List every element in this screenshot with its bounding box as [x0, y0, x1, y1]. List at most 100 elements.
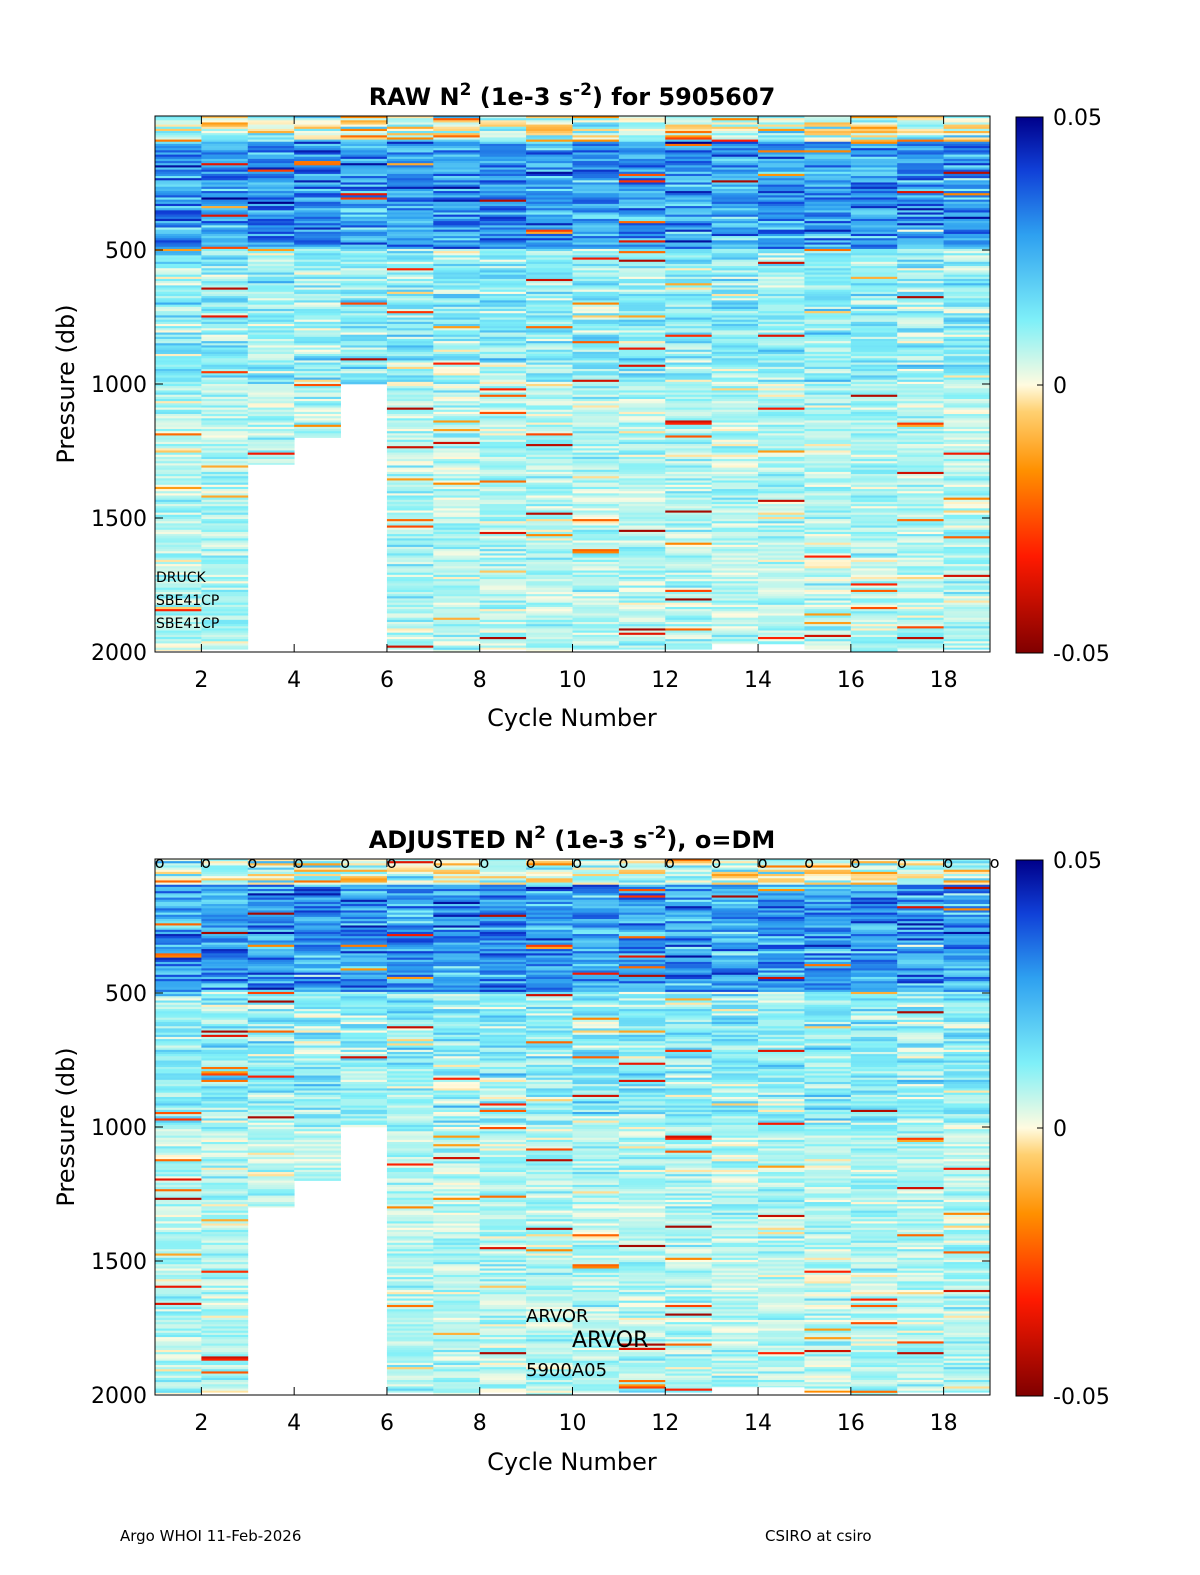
cycle-2-cell [201, 242, 249, 245]
cycle-4-cell [294, 317, 341, 320]
cycle-10-cell [572, 544, 620, 548]
cycle-11-cell [618, 439, 666, 443]
cycle-14-cell [758, 165, 805, 168]
cycle-6-cell [386, 253, 434, 256]
cycle-4-cell [294, 994, 341, 997]
cycle-4-cell [294, 1000, 341, 1003]
cycle-9-cell [526, 169, 573, 173]
cycle-1-cell [155, 375, 202, 378]
cycle-9-cell [526, 178, 573, 181]
cycle-2-cell [201, 439, 249, 443]
cycle-17-cell [897, 154, 945, 158]
cycle-17-cell [897, 210, 945, 213]
cycle-11-cell [618, 572, 666, 576]
cycle-11-cell [618, 474, 666, 477]
cycle-16-cell [850, 208, 898, 211]
cycle-2-cell [201, 1137, 249, 1141]
cycle-12-cell [665, 471, 713, 475]
cycle-2-cell [201, 289, 249, 293]
cycle-18-cell [943, 375, 991, 378]
cycle-1-cell [155, 1187, 202, 1190]
cycle-3-cell [247, 152, 295, 155]
cycle-16-cell [850, 128, 898, 132]
cycle-5-cell [340, 251, 388, 254]
cycle-13-cell [711, 542, 759, 546]
cycle-3-cell [247, 1107, 295, 1111]
cycle-18-cell [943, 551, 991, 554]
cycle-7-cell [433, 334, 481, 338]
cycle-14-cell [758, 212, 805, 215]
cycle-10-cell [572, 261, 620, 265]
cycle-7-cell [433, 587, 481, 591]
cycle-10-cell [572, 439, 620, 443]
cycle-11-cell [618, 534, 666, 537]
cycle-15-cell [804, 525, 852, 528]
cycle-2-cell [201, 1021, 249, 1025]
cycle-15-cell [804, 257, 852, 260]
cycle-13-cell [711, 589, 759, 593]
cycle-8-cell [479, 574, 527, 578]
cycle-9-cell [526, 604, 573, 608]
cycle-4-cell [294, 199, 341, 203]
cycle-2-cell [201, 1189, 249, 1192]
cycle-11-cell [618, 450, 666, 453]
cycle-14-cell [758, 486, 805, 490]
cycle-4-cell [294, 416, 341, 419]
cycle-6-cell [386, 276, 434, 280]
cycle-18-cell [943, 587, 991, 591]
cycle-3-cell [247, 253, 295, 256]
cycle-3-cell [247, 923, 295, 926]
cycle-18-cell [943, 143, 991, 147]
cycle-6-cell [386, 634, 434, 638]
cycle-18-cell [943, 476, 991, 479]
cycle-8-cell [479, 523, 527, 526]
cycle-7-cell [433, 186, 481, 190]
cycle-12-cell [665, 645, 713, 649]
cycle-11-cell [618, 454, 666, 458]
cycle-16-cell [850, 381, 898, 385]
cycle-17-cell [897, 274, 945, 278]
cycle-8-cell [479, 441, 527, 445]
cycle-2-cell [201, 1086, 249, 1089]
cycle-2-cell [201, 598, 249, 601]
cycle-11-cell [618, 591, 666, 595]
cycle-17-cell [897, 261, 945, 265]
cycle-14-cell [758, 411, 805, 415]
cycle-7-cell [433, 399, 481, 402]
cycle-1-cell [155, 925, 202, 928]
cycle-9-cell [526, 317, 573, 320]
cycle-11-cell [618, 302, 666, 305]
cycle-12-cell [665, 285, 713, 288]
cycle-8-cell [479, 474, 527, 477]
cycle-11-cell [618, 469, 666, 473]
cycle-13-cell [711, 193, 759, 196]
cycle-4-cell [294, 414, 341, 417]
cycle-3-cell [247, 1142, 295, 1145]
cycle-18-cell [943, 396, 991, 400]
cycle-15-cell [804, 510, 852, 513]
cycle-3-cell [247, 1094, 295, 1098]
cycle-6-cell [386, 257, 434, 260]
cycle-7-cell [433, 124, 481, 128]
cycle-18-cell [943, 452, 991, 456]
cycle-12-cell [665, 536, 713, 539]
cycle-8-cell [479, 199, 527, 203]
cycle-1-cell [155, 1176, 202, 1179]
cycle-3-cell [247, 353, 295, 357]
cycle-7-cell [433, 302, 481, 305]
cycle-15-cell [804, 156, 852, 160]
cycle-6-cell [386, 285, 434, 288]
cycle-1-cell [155, 199, 202, 203]
cycle-18-cell [943, 296, 991, 299]
cycle-2-cell [201, 236, 249, 239]
cycle-15-cell [804, 411, 852, 415]
cycle-2-cell [201, 523, 249, 526]
cycle-16-cell [850, 484, 898, 488]
cycle-9-cell [526, 544, 573, 548]
cycle-5-cell [340, 167, 388, 170]
cycle-13-cell [711, 559, 759, 563]
cycle-1-cell [155, 1287, 202, 1291]
cycle-17-cell [897, 553, 945, 556]
cycle-6-cell [386, 450, 434, 453]
cycle-14-cell [758, 244, 805, 248]
